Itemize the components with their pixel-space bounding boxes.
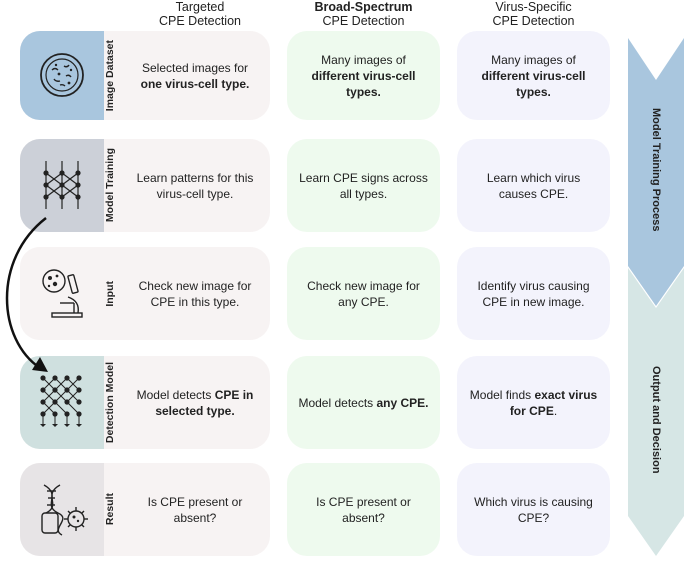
row-image-dataset-broad-card: Many images of different virus-cell type… (287, 31, 440, 120)
card-text: Is CPE present or absent? (316, 494, 411, 525)
card-text: Is CPE present or absent? (147, 494, 243, 525)
column-header-line: CPE Detection (159, 14, 241, 28)
card-text: Model finds exact virus for CPE. (469, 387, 598, 418)
card-text: Check new image for any CPE. (307, 278, 420, 309)
column-header-line: CPE Detection (492, 14, 575, 28)
row-detection-model-tab (20, 356, 104, 449)
card-text: Identify virus causing CPE in new image. (477, 278, 590, 309)
row-result-broad-card: Is CPE present or absent? (287, 463, 440, 556)
row-image-dataset-specific-card: Many images of different virus-cell type… (457, 31, 610, 120)
column-header-line: Targeted (175, 0, 225, 14)
row-model-training-specific-card: Learn which virus causes CPE. (457, 139, 610, 232)
row-detection-model-broad-card: Model detects any CPE. (287, 356, 440, 449)
process-label-output: Output and Decision (650, 366, 662, 474)
column-header-broad-spectrum: Broad-Spectrum CPE Detection (287, 0, 440, 28)
column-header-line: Virus-Specific (495, 0, 572, 14)
column-header-line: Broad-Spectrum (314, 0, 413, 14)
card-text: Learn patterns for this virus-cell type. (136, 170, 254, 201)
row-input-specific-card: Identify virus causing CPE in new image. (457, 247, 610, 340)
card-text: Model detects any CPE. (298, 395, 429, 410)
row-model-training-broad-card: Learn CPE signs across all types. (287, 139, 440, 232)
row-image-dataset-tab (20, 31, 104, 120)
row-detection-model-specific-card: Model finds exact virus for CPE. (457, 356, 610, 449)
column-header-targeted: Targeted CPE Detection (130, 0, 270, 28)
row-result-specific-card: Which virus is causing CPE? (457, 463, 610, 556)
petri-dish-icon (40, 53, 84, 97)
dna-virus-icon (41, 484, 88, 536)
card-text: Many images of different virus-cell type… (481, 52, 586, 99)
process-arrow-output (628, 268, 684, 556)
microscope-icon (42, 269, 83, 318)
process-label-training: Model Training Process (650, 108, 662, 232)
network-output-icon (40, 375, 82, 427)
column-header-virus-specific: Virus-Specific CPE Detection (457, 0, 610, 28)
row-model-training-tab (20, 139, 104, 232)
card-text: Selected images for one virus-cell type. (140, 60, 250, 91)
card-text: Many images of different virus-cell type… (311, 52, 416, 99)
card-text: Learn CPE signs across all types. (299, 170, 428, 201)
neural-network-icon (43, 161, 81, 209)
row-input-tab (20, 247, 104, 340)
card-text: Model detects CPE in selected type. (136, 387, 254, 418)
card-text: Which virus is causing CPE? (474, 494, 593, 525)
card-text: Check new image for CPE in this type. (138, 278, 252, 309)
card-text: Learn which virus causes CPE. (486, 170, 581, 201)
process-arrow-training (628, 38, 684, 306)
row-input-broad-card: Check new image for any CPE. (287, 247, 440, 340)
column-header-line: CPE Detection (322, 14, 405, 28)
row-result-tab (20, 463, 104, 556)
